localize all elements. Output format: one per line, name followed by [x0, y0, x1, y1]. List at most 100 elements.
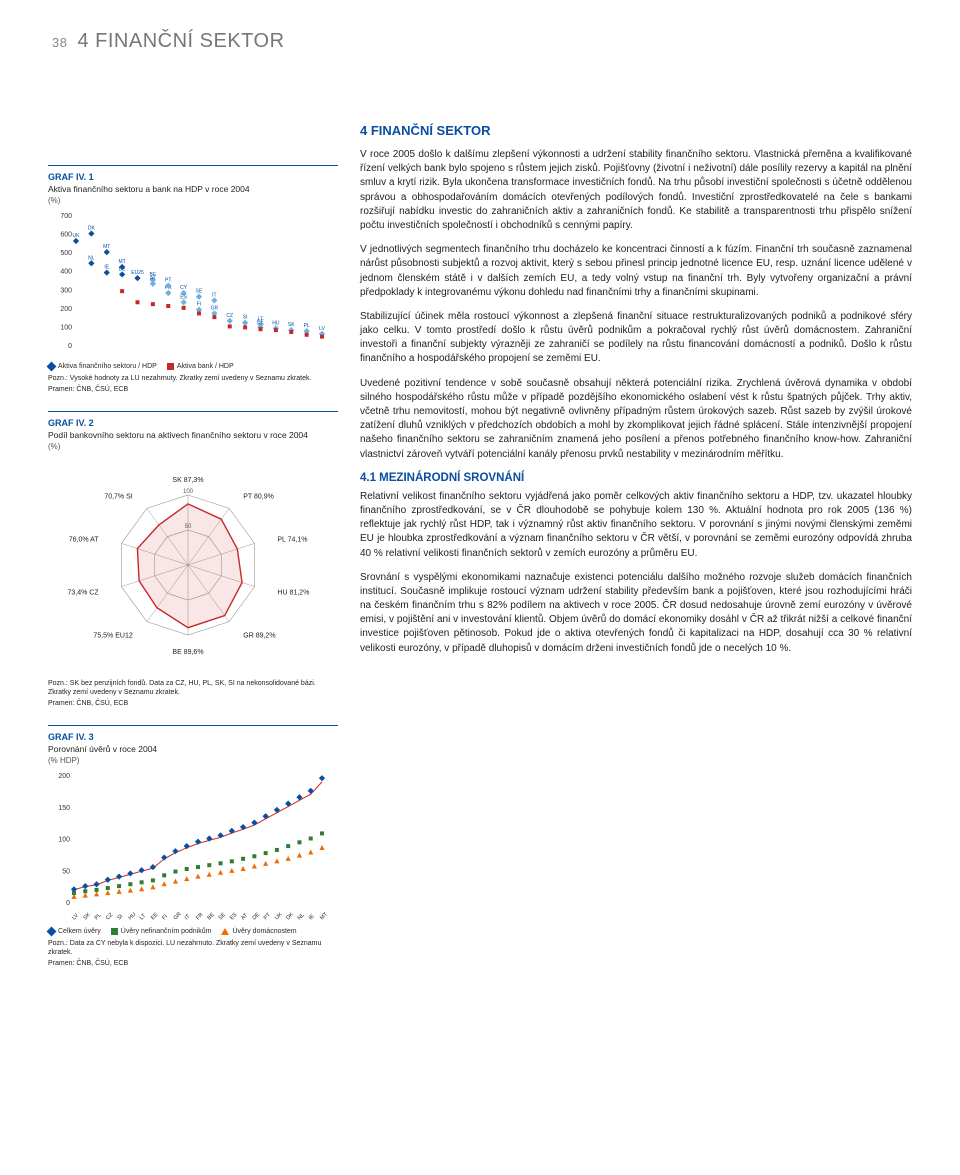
svg-text:EE: EE: [150, 912, 160, 922]
svg-text:EE: EE: [257, 319, 264, 325]
svg-text:LT: LT: [139, 913, 148, 922]
graf-3-source: Pramen: ČNB, ČSÚ, ECB: [48, 960, 338, 967]
legend-marker-diamond: [47, 362, 57, 372]
svg-text:600: 600: [60, 232, 72, 239]
svg-text:PT 80,9%: PT 80,9%: [243, 494, 274, 501]
svg-text:50: 50: [62, 869, 70, 876]
svg-text:IE: IE: [104, 265, 109, 271]
graf-3-subtitle: Porovnání úvěrů v roce 2004: [48, 744, 338, 754]
graf-2-unit: (%): [48, 442, 338, 451]
svg-text:70,7% SI: 70,7% SI: [104, 494, 132, 501]
svg-text:MT: MT: [319, 911, 328, 921]
svg-text:200: 200: [60, 306, 72, 313]
graf-1-legend-1: Aktiva finančního sektoru / HDP: [58, 363, 157, 370]
graf-1-unit: (%): [48, 196, 338, 205]
svg-text:CY: CY: [180, 285, 188, 291]
svg-text:100: 100: [60, 324, 72, 331]
graf-3-legend: Celkem úvěry Úvěry nefinančním podnikům …: [48, 928, 338, 935]
graf-3-legend-3: Úvěry domácnostem: [232, 928, 296, 935]
legend-marker-square: [167, 363, 174, 370]
graf-3-note: Pozn.: Data za CY nebyla k dispozici. LU…: [48, 939, 338, 957]
svg-text:SK: SK: [288, 322, 295, 328]
svg-text:MT: MT: [103, 244, 110, 250]
page-number: 38: [52, 35, 67, 50]
svg-text:DE: DE: [252, 912, 262, 922]
svg-text:400: 400: [60, 269, 72, 276]
legend-marker-square-2: [111, 928, 118, 935]
svg-text:FR: FR: [195, 912, 204, 921]
graf-1-note: Pozn.: Vysoké hodnoty za LU nezahrnuty. …: [48, 374, 338, 383]
svg-text:SI: SI: [243, 315, 248, 321]
legend-marker-diamond-2: [47, 927, 57, 937]
graf-2-note: Pozn.: SK bez penzijních fondů. Data za …: [48, 679, 338, 697]
svg-text:HU: HU: [272, 320, 280, 326]
paragraph-5: Relativní velikost finančního sektoru vy…: [360, 490, 912, 561]
page-title: 4 FINANČNÍ SEKTOR: [77, 30, 284, 53]
svg-text:LV: LV: [319, 326, 325, 332]
svg-text:IT: IT: [184, 914, 192, 922]
svg-text:PT: PT: [263, 912, 273, 922]
svg-text:SI: SI: [116, 913, 124, 921]
svg-text:EU25: EU25: [131, 270, 144, 276]
graf-1-title: GRAF IV. 1: [48, 172, 338, 182]
svg-text:HU 81,2%: HU 81,2%: [277, 590, 309, 597]
svg-text:PL: PL: [304, 323, 310, 329]
graf-2-subtitle: Podíl bankovního sektoru na aktivech fin…: [48, 430, 338, 440]
svg-text:73,4% CZ: 73,4% CZ: [67, 590, 99, 597]
svg-text:AT: AT: [150, 276, 156, 282]
graf-3-box: GRAF IV. 3 Porovnání úvěrů v roce 2004 (…: [48, 725, 338, 967]
svg-text:GR: GR: [173, 912, 183, 922]
page-header: 38 4 FINANČNÍ SEKTOR: [52, 30, 924, 53]
svg-text:MT: MT: [119, 259, 126, 265]
svg-text:CZ: CZ: [105, 912, 115, 922]
svg-text:UK: UK: [274, 912, 284, 922]
graf-3-unit: (% HDP): [48, 756, 338, 765]
svg-text:BE 89,6%: BE 89,6%: [172, 649, 203, 656]
svg-text:76,0% AT: 76,0% AT: [69, 537, 100, 544]
graf-1-chart: 0100200300400500600700UKDKNLMTIEDEMTEU25…: [48, 209, 328, 359]
svg-text:LV: LV: [71, 913, 80, 922]
graf-2-title: GRAF IV. 2: [48, 418, 338, 428]
svg-text:PT: PT: [165, 278, 171, 284]
svg-text:ES: ES: [180, 294, 187, 300]
graf-3-title: GRAF IV. 3: [48, 732, 338, 742]
svg-text:NL: NL: [297, 912, 306, 921]
svg-text:DK: DK: [285, 912, 295, 922]
paragraph-3: Stabilizující účinek měla rostoucí výkon…: [360, 310, 912, 367]
svg-text:300: 300: [60, 287, 72, 294]
paragraph-4: Uvedené pozitivní tendence v sobě součas…: [360, 377, 912, 462]
svg-text:PL: PL: [94, 913, 103, 922]
graf-1-box: GRAF IV. 1 Aktiva finančního sektoru a b…: [48, 165, 338, 393]
svg-text:AT: AT: [240, 912, 249, 921]
svg-text:IT: IT: [212, 292, 216, 298]
svg-text:75,5% EU12: 75,5% EU12: [93, 633, 132, 640]
svg-text:SK: SK: [82, 912, 92, 922]
graf-3-legend-2: Úvěry nefinančním podnikům: [121, 928, 212, 935]
graf-1-source: Pramen: ČNB, ČSÚ, ECB: [48, 386, 338, 393]
svg-text:BE: BE: [206, 912, 216, 922]
svg-text:SK 87,3%: SK 87,3%: [172, 477, 203, 484]
svg-text:700: 700: [60, 213, 72, 220]
svg-text:ES: ES: [229, 912, 239, 922]
graf-2-source: Pramen: ČNB, ČSÚ, ECB: [48, 700, 338, 707]
svg-text:0: 0: [66, 900, 70, 907]
svg-text:0: 0: [68, 343, 72, 350]
graf-3-legend-1: Celkem úvěry: [58, 928, 101, 935]
svg-text:DK: DK: [88, 226, 96, 232]
graf-2-chart: 50100SK 87,3%PT 80,9%PL 74,1%HU 81,2%GR …: [48, 455, 328, 675]
svg-text:GR 89,2%: GR 89,2%: [243, 633, 275, 640]
svg-text:UK: UK: [73, 233, 81, 239]
paragraph-1: V roce 2005 došlo k dalšímu zlepšení výk…: [360, 148, 912, 233]
svg-text:500: 500: [60, 250, 72, 257]
svg-text:200: 200: [58, 773, 70, 780]
graf-1-subtitle: Aktiva finančního sektoru a bank na HDP …: [48, 184, 338, 194]
svg-text:GR: GR: [211, 305, 219, 311]
svg-text:100: 100: [183, 489, 194, 495]
graf-1-legend: Aktiva finančního sektoru / HDP Aktiva b…: [48, 363, 338, 370]
graf-3-chart: 050100150200LVSKPLCZSIHULTEEFIGRITFRBESE…: [48, 769, 328, 924]
svg-text:SE: SE: [218, 912, 228, 922]
graf-1-legend-2: Aktiva bank / HDP: [177, 363, 234, 370]
svg-text:NL: NL: [88, 255, 95, 261]
section-header: 4 FINANČNÍ SEKTOR: [360, 123, 912, 138]
svg-text:FI: FI: [161, 914, 169, 922]
